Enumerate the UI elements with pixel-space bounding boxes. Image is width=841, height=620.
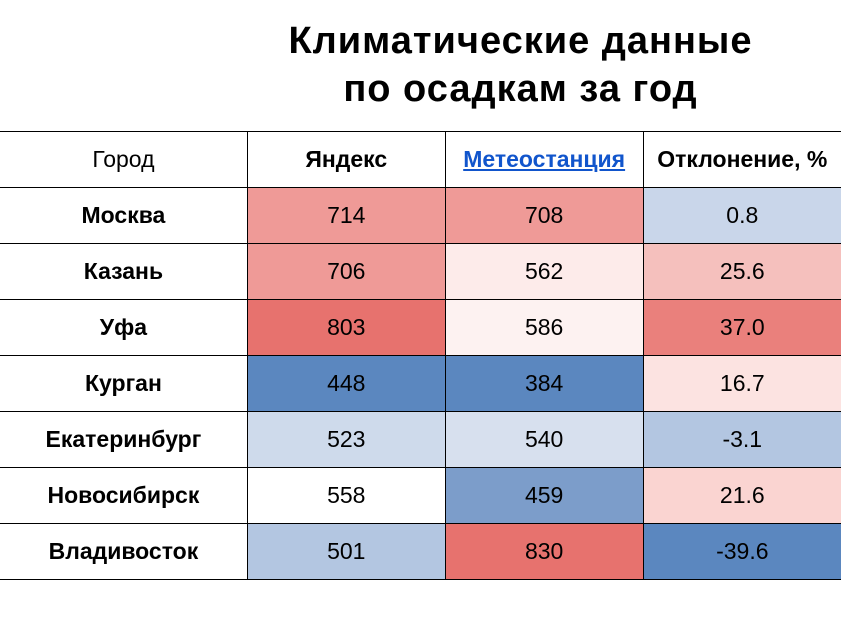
- cell-station: 540: [445, 412, 643, 468]
- table-row: Москва7147080.8: [0, 188, 841, 244]
- cell-city: Екатеринбург: [0, 412, 247, 468]
- table-row: Курган44838416.7: [0, 356, 841, 412]
- cell-yandex: 501: [247, 524, 445, 580]
- title-line-2: по осадкам за год: [343, 68, 697, 110]
- cell-city: Курган: [0, 356, 247, 412]
- table-row: Владивосток501830-39.6: [0, 524, 841, 580]
- cell-deviation: 16.7: [643, 356, 841, 412]
- header-station-link[interactable]: Метеостанция: [463, 146, 625, 172]
- cell-station: 384: [445, 356, 643, 412]
- table-row: Екатеринбург523540-3.1: [0, 412, 841, 468]
- cell-deviation: 25.6: [643, 244, 841, 300]
- cell-deviation: 21.6: [643, 468, 841, 524]
- header-yandex: Яндекс: [247, 132, 445, 188]
- cell-station: 830: [445, 524, 643, 580]
- cell-yandex: 523: [247, 412, 445, 468]
- cell-yandex: 803: [247, 300, 445, 356]
- cell-deviation: 37.0: [643, 300, 841, 356]
- header-station-cell: Метеостанция: [445, 132, 643, 188]
- table-row: Казань70656225.6: [0, 244, 841, 300]
- cell-station: 562: [445, 244, 643, 300]
- cell-city: Новосибирск: [0, 468, 247, 524]
- cell-station: 708: [445, 188, 643, 244]
- cell-yandex: 448: [247, 356, 445, 412]
- cell-city: Москва: [0, 188, 247, 244]
- table-header-row: Город Яндекс Метеостанция Отклонение, %: [0, 132, 841, 188]
- table-row: Уфа80358637.0: [0, 300, 841, 356]
- cell-yandex: 706: [247, 244, 445, 300]
- cell-city: Уфа: [0, 300, 247, 356]
- title-line-1: Климатические данные: [288, 20, 752, 62]
- page-title: Климатические данные по осадкам за год: [0, 0, 841, 131]
- header-city: Город: [0, 132, 247, 188]
- table-row: Новосибирск55845921.6: [0, 468, 841, 524]
- cell-station: 586: [445, 300, 643, 356]
- cell-station: 459: [445, 468, 643, 524]
- precipitation-table: Город Яндекс Метеостанция Отклонение, % …: [0, 131, 841, 580]
- cell-yandex: 714: [247, 188, 445, 244]
- cell-deviation: -3.1: [643, 412, 841, 468]
- cell-yandex: 558: [247, 468, 445, 524]
- cell-deviation: 0.8: [643, 188, 841, 244]
- header-deviation: Отклонение, %: [643, 132, 841, 188]
- cell-city: Владивосток: [0, 524, 247, 580]
- cell-city: Казань: [0, 244, 247, 300]
- cell-deviation: -39.6: [643, 524, 841, 580]
